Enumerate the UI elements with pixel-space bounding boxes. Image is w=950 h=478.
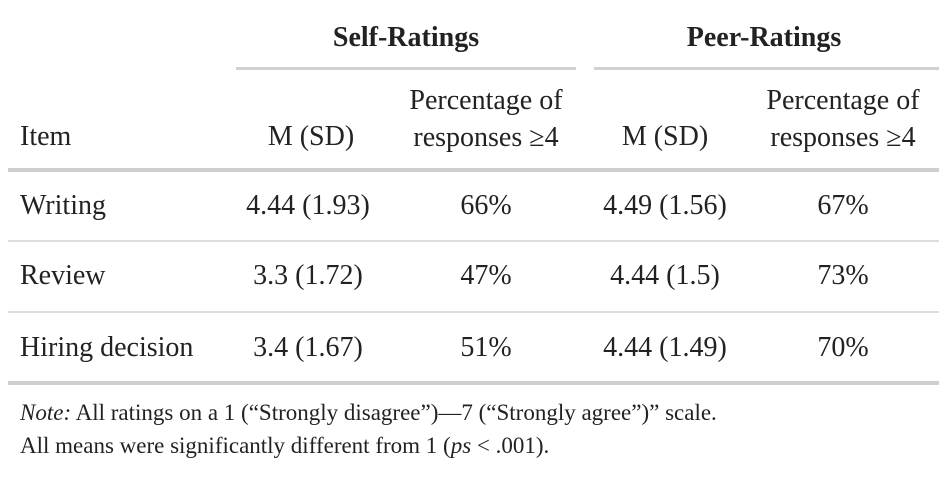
column-header-peer-percentage: Percentage of responses ≥4 xyxy=(743,82,943,156)
row-divider xyxy=(8,311,939,313)
row-divider xyxy=(8,240,939,242)
peer-percentage-line2: responses ≥4 xyxy=(770,122,916,153)
group-rule-self xyxy=(236,67,576,70)
note-label: Note: xyxy=(20,400,72,425)
group-header-peer-ratings: Peer-Ratings xyxy=(686,22,842,53)
self-percentage-line1: Percentage of xyxy=(409,85,563,116)
peer-percentage-line1: Percentage of xyxy=(766,85,920,116)
column-header-item: Item xyxy=(20,121,72,152)
note-line2-before: All means were significantly different f… xyxy=(20,433,451,458)
row-peer-percentage: 73% xyxy=(817,260,869,291)
row-self-percentage: 66% xyxy=(460,190,512,221)
row-self-mean-sd: 3.4 (1.67) xyxy=(253,332,363,363)
row-peer-mean-sd: 4.44 (1.49) xyxy=(603,332,727,363)
row-self-mean-sd: 3.3 (1.72) xyxy=(253,260,363,291)
note-line-1: Note: All ratings on a 1 (“Strongly disa… xyxy=(20,396,717,429)
row-peer-mean-sd: 4.49 (1.56) xyxy=(603,190,727,221)
row-item: Review xyxy=(20,260,106,291)
header-rule xyxy=(8,168,939,172)
table-bottom-rule xyxy=(8,381,939,385)
row-item: Writing xyxy=(20,190,106,221)
row-peer-percentage: 70% xyxy=(817,332,869,363)
row-peer-percentage: 67% xyxy=(817,190,869,221)
group-header-self-ratings: Self-Ratings xyxy=(332,22,480,53)
table-note: Note: All ratings on a 1 (“Strongly disa… xyxy=(20,396,717,462)
group-rule-peer xyxy=(594,67,939,70)
row-self-mean-sd: 4.44 (1.93) xyxy=(246,190,370,221)
self-percentage-line2: responses ≥4 xyxy=(413,122,559,153)
column-header-self-mean-sd: M (SD) xyxy=(267,121,355,152)
note-line-2: All means were significantly different f… xyxy=(20,429,717,462)
note-line2-after: < .001). xyxy=(471,433,550,458)
note-line2-italic: ps xyxy=(450,433,472,458)
row-self-percentage: 47% xyxy=(460,260,512,291)
note-line1-text: All ratings on a 1 (“Strongly disagree”)… xyxy=(71,400,717,425)
row-self-percentage: 51% xyxy=(460,332,512,363)
column-header-peer-mean-sd: M (SD) xyxy=(621,121,709,152)
column-header-self-percentage: Percentage of responses ≥4 xyxy=(386,82,586,156)
row-peer-mean-sd: 4.44 (1.5) xyxy=(610,260,720,291)
row-item: Hiring decision xyxy=(20,332,194,363)
